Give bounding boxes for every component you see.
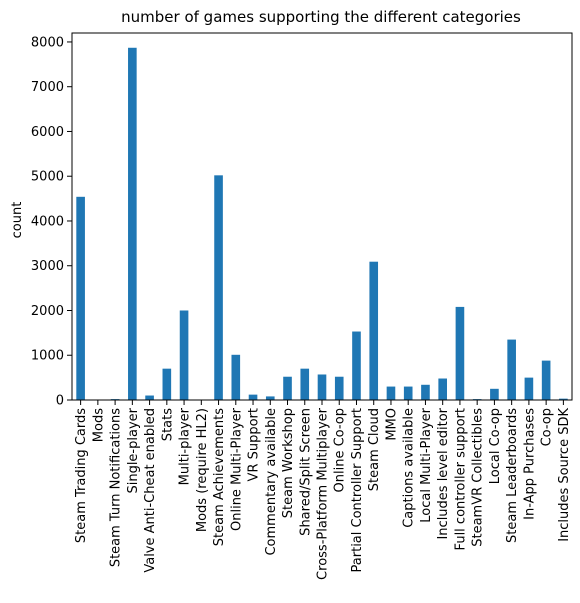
- bar: [248, 394, 258, 400]
- bar: [490, 388, 499, 400]
- bar: [386, 386, 396, 400]
- x-tick-label: Local Co-op: [488, 408, 503, 484]
- bar: [265, 396, 275, 400]
- bar: [76, 196, 85, 400]
- x-tick-label: Full controller support: [453, 408, 468, 550]
- bar: [214, 175, 223, 400]
- bar: [541, 360, 551, 400]
- x-tick-label: Includes Source SDK: [557, 408, 572, 542]
- bar: [145, 395, 154, 400]
- x-tick-label: Stats: [160, 408, 175, 441]
- bar: [559, 398, 568, 400]
- x-tick-label: Local Multi-Player: [419, 407, 434, 522]
- x-tick-label: Steam Cloud: [367, 408, 382, 491]
- y-tick-label: 1000: [31, 349, 64, 364]
- x-tick-label: Online Multi-Player: [229, 407, 244, 531]
- y-tick-label: 7000: [31, 80, 64, 95]
- y-axis-label: count: [10, 202, 25, 239]
- y-tick-label: 0: [56, 394, 64, 409]
- x-tick-label: Includes level editor: [436, 407, 451, 539]
- x-tick-label: Steam Trading Cards: [74, 408, 89, 543]
- y-tick-label: 6000: [31, 125, 64, 140]
- chart-title: number of games supporting the different…: [121, 8, 521, 26]
- x-tick-label: Mods: [91, 408, 106, 442]
- bar: [300, 368, 310, 400]
- x-tick-label: Partial Controller Support: [350, 408, 365, 572]
- x-tick-label: Captions available: [402, 408, 417, 528]
- y-tick-label: 5000: [31, 170, 64, 185]
- x-tick-label: Cross-Platform Multiplayer: [316, 407, 331, 580]
- x-tick-label: Commentary available: [264, 408, 279, 556]
- bars: [76, 47, 568, 401]
- x-tick-label: Co-op: [540, 408, 555, 446]
- x-tick-label: Online Co-op: [333, 408, 348, 492]
- bar: [403, 386, 413, 400]
- x-tick-label: In-App Purchases: [522, 408, 537, 520]
- bar: [369, 261, 379, 400]
- x-tick-label: Steam Achievements: [212, 408, 227, 546]
- bar: [162, 368, 172, 400]
- x-tick-label: SteamVR Collectibles: [471, 408, 486, 547]
- y-tick-label: 4000: [31, 214, 64, 229]
- x-tick-label: Valve Anti-Cheat enabled: [143, 408, 158, 573]
- y-tick-label: 3000: [31, 259, 64, 274]
- bar: [455, 306, 465, 400]
- x-tick-label: MMO: [384, 408, 399, 441]
- y-tick-label: 2000: [31, 304, 64, 319]
- bar: [317, 374, 327, 400]
- bar: [128, 47, 137, 401]
- bar: [334, 376, 344, 400]
- plot-frame: [71, 32, 573, 401]
- bar: [507, 339, 516, 400]
- x-tick-label: Shared/Split Screen: [298, 408, 313, 536]
- x-tick-label: Single-player: [126, 407, 141, 493]
- bar: [231, 354, 241, 400]
- y-tick-label: 8000: [31, 35, 64, 50]
- x-tick-label: VR Support: [247, 408, 262, 481]
- bar: [352, 331, 361, 400]
- y-axis: 0 1000 2000 3000 4000 5000 6000 7000 8000: [31, 35, 72, 409]
- x-tick-label: Steam Turn Notifications: [109, 408, 124, 567]
- x-tick-label: Mods (require HL2): [195, 408, 210, 532]
- bar: [524, 377, 534, 400]
- x-tick-label: Steam Leaderboards: [505, 408, 520, 543]
- x-tick-label: Steam Workshop: [281, 408, 296, 518]
- bar: [421, 384, 430, 400]
- bar: [438, 378, 447, 400]
- bar: [283, 376, 292, 400]
- bar: [179, 310, 189, 400]
- x-tick-label: Multi-player: [178, 407, 193, 485]
- x-axis: Steam Trading Cards Mods Steam Turn Notifi…: [74, 400, 572, 580]
